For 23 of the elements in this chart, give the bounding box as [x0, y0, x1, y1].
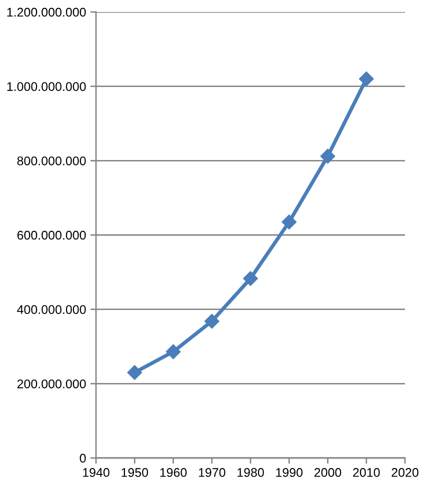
point: [282, 214, 297, 230]
point: [358, 71, 374, 86]
x-tick-label: 1980: [238, 468, 264, 477]
x-tick-label: 2020: [392, 468, 418, 477]
y-tick-label: 1.000.000.000: [7, 82, 86, 91]
y-tick-label: 800.000.000: [17, 156, 86, 166]
point: [243, 271, 258, 286]
x-tick-label: 1960: [160, 468, 187, 477]
x-tick-label: 1940: [83, 468, 110, 477]
x-tick-label: 2000: [314, 468, 342, 477]
point: [204, 314, 220, 329]
x-tick-label: 1970: [198, 468, 226, 477]
y-tick-label: 400.000.000: [17, 305, 86, 314]
x-tick-label: 2010: [353, 468, 380, 477]
y-tick-label: 200.000.000: [17, 379, 86, 388]
y-tick-label: 0: [80, 454, 86, 463]
x-tick-label: 1950: [122, 468, 148, 477]
point: [127, 365, 142, 380]
point: [166, 344, 181, 360]
point: [320, 148, 336, 164]
x-tick-label: 1990: [276, 468, 303, 477]
y-tick-label: 600.000.000: [17, 230, 86, 240]
y-tick-label: 1.200.000.000: [7, 8, 86, 17]
